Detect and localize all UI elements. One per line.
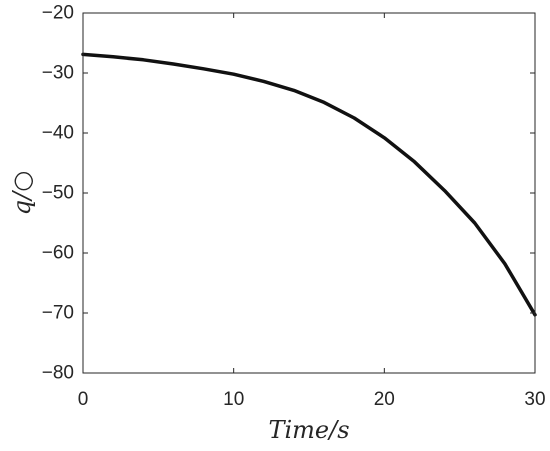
tick-marks xyxy=(82,12,536,374)
x-tick-label: 10 xyxy=(223,389,244,410)
y-tick-label: −20 xyxy=(42,3,74,24)
y-tick-labels: −20 −30 −40 −50 −60 −70 −80 xyxy=(42,3,74,384)
x-tick-label: 30 xyxy=(524,389,545,410)
y-axis-label: q/○ xyxy=(8,171,36,215)
y-tick-label: −60 xyxy=(42,243,74,264)
x-axis-label: Time/s xyxy=(268,416,349,444)
series-layer xyxy=(81,52,537,317)
y-tick-label: −70 xyxy=(42,303,74,324)
y-tick-label: −80 xyxy=(42,363,74,384)
x-tick-label: 0 xyxy=(78,389,89,410)
y-tick-label: −40 xyxy=(42,123,74,144)
series-line xyxy=(81,52,537,317)
y-tick-label: −50 xyxy=(42,183,74,204)
y-tick-label: −30 xyxy=(42,63,74,84)
x-tick-label: 20 xyxy=(374,389,395,410)
x-tick-labels: 0 10 20 30 xyxy=(78,389,546,410)
plot-area-background xyxy=(83,13,535,373)
